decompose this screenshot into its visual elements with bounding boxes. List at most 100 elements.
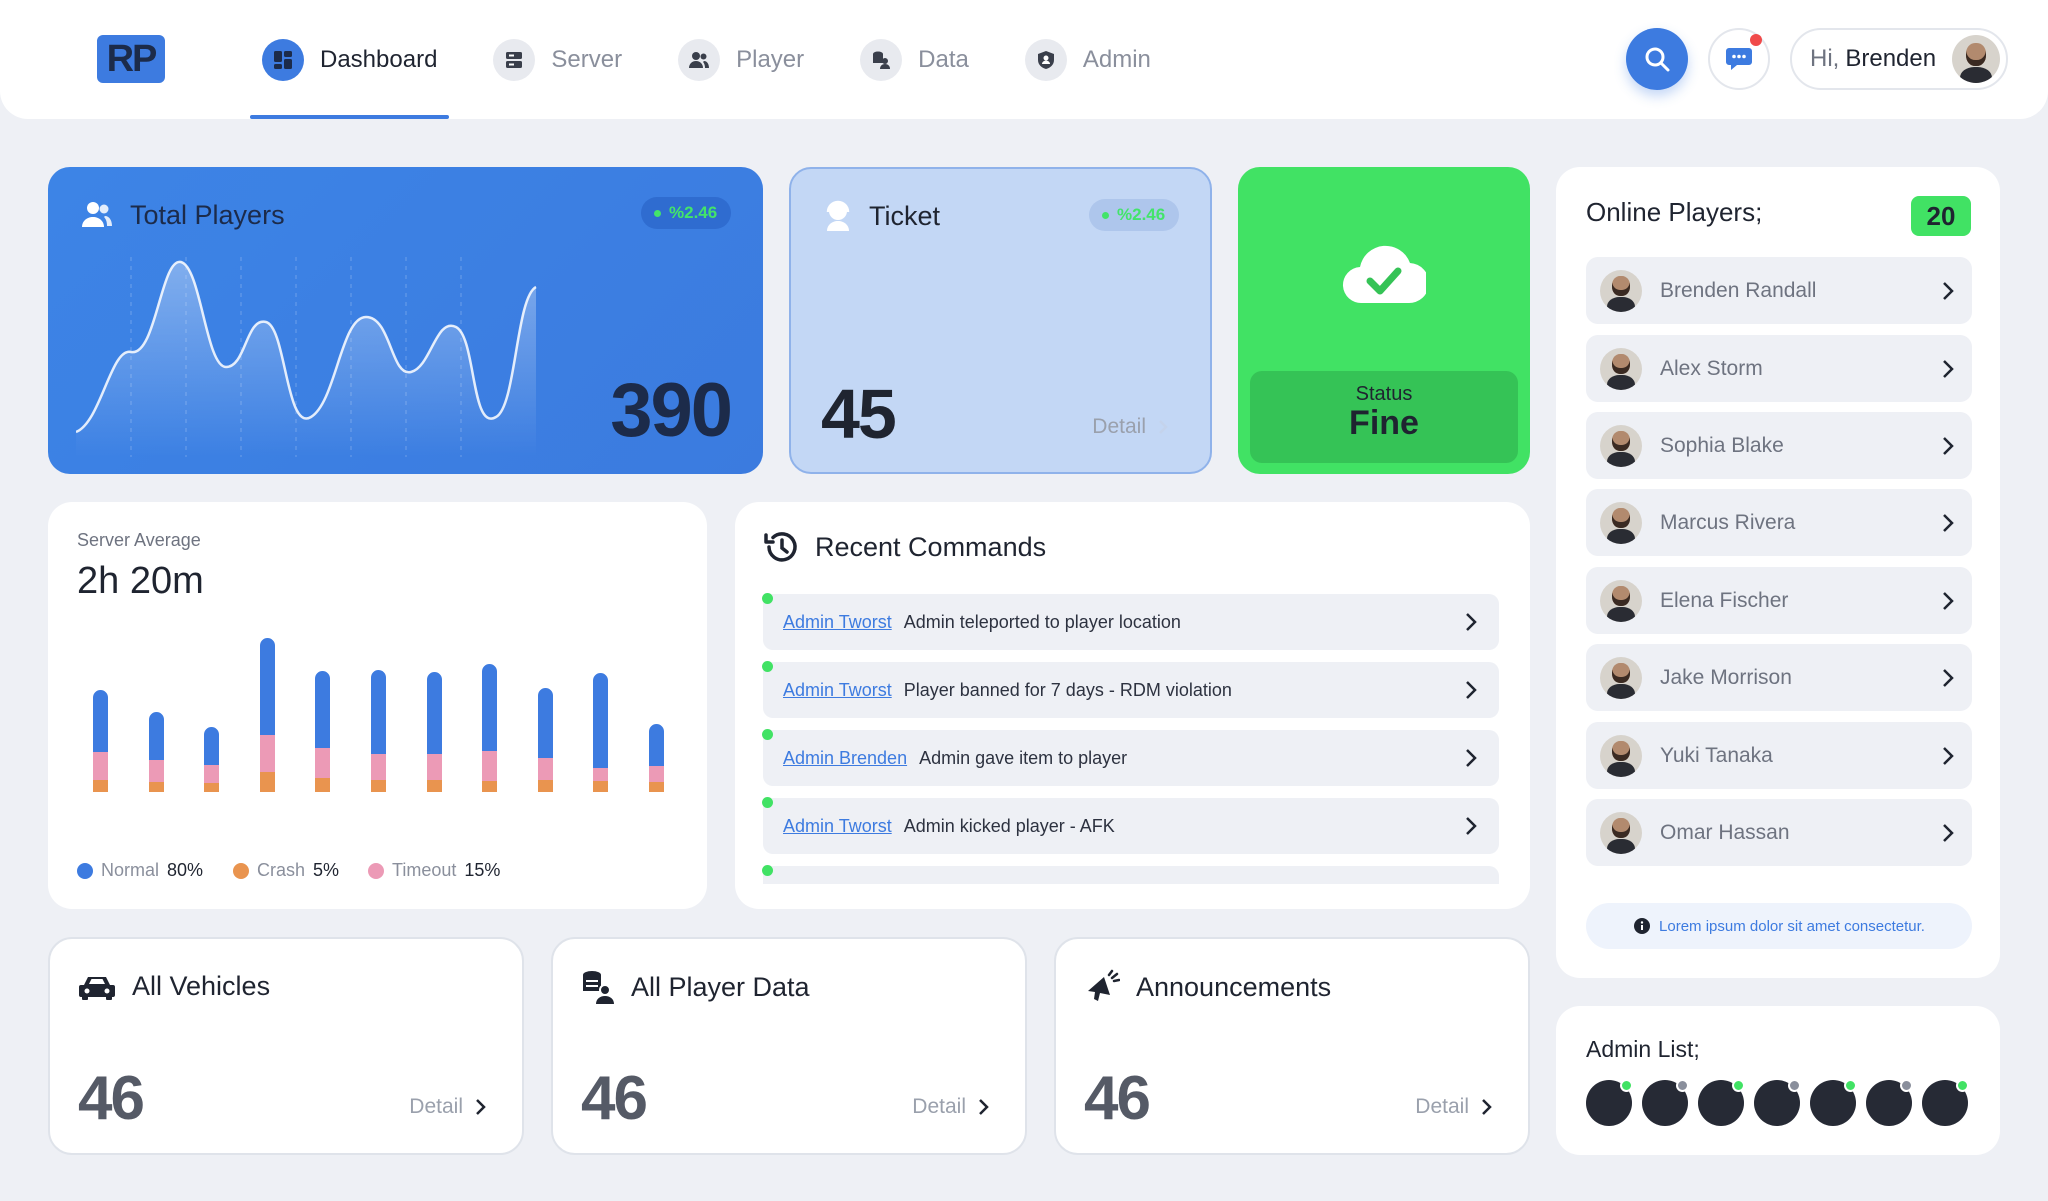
ticket-detail-link[interactable]: Detail — [1092, 415, 1168, 439]
admin-status-dot — [1620, 1079, 1633, 1092]
ticket-change: %2.46 — [1089, 199, 1180, 231]
chevron-right-icon — [1943, 437, 1954, 455]
nav-data[interactable]: Data — [848, 0, 981, 119]
chevron-right-icon — [1466, 681, 1477, 699]
chevron-right-icon — [1943, 669, 1954, 687]
chevron-right-icon — [1943, 592, 1954, 610]
nav-admin[interactable]: Admin — [1013, 0, 1163, 119]
command-text: Admin gave item to player — [919, 747, 1128, 768]
admin-avatar[interactable] — [1754, 1079, 1801, 1126]
ticket-title: Ticket — [823, 199, 940, 233]
admin-avatar[interactable] — [1810, 1079, 1857, 1126]
recent-commands-card: Recent Commands Admin Tworst Admin telep… — [735, 502, 1530, 909]
all-player-data-detail-link[interactable]: Detail — [912, 1095, 989, 1119]
app-logo[interactable]: RP — [97, 35, 165, 83]
command-admin-link[interactable]: Admin Tworst — [783, 611, 892, 632]
command-row[interactable]: Admin Tworst Admin teleported to player … — [762, 593, 1499, 650]
support-agent-icon — [823, 199, 853, 233]
bar-timeout-9 — [537, 758, 553, 780]
announcements-detail-link[interactable]: Detail — [1415, 1095, 1492, 1119]
status-value: Fine — [1349, 404, 1419, 442]
admin-list-card: Admin List; — [1556, 1006, 2000, 1155]
bar-timeout-1 — [93, 752, 108, 780]
announcements-card[interactable]: Announcements 46 Detail — [1054, 937, 1530, 1155]
online-player-row[interactable]: Jake Morrison — [1586, 644, 1972, 711]
admin-avatar[interactable] — [1922, 1079, 1969, 1126]
chevron-right-icon — [1943, 514, 1954, 532]
search-icon — [1645, 47, 1670, 72]
status-card: Status Fine — [1238, 167, 1530, 474]
legend-timeout-value: 15% — [464, 860, 501, 880]
online-players-note-text: Lorem ipsum dolor sit amet consectetur. — [1659, 917, 1925, 935]
admin-shield-icon — [1024, 38, 1067, 81]
server-average-bar-chart — [48, 502, 707, 909]
nav-dashboard-label: Dashboard — [320, 45, 438, 73]
bar-normal-5 — [315, 671, 331, 748]
online-player-row[interactable]: Omar Hassan — [1586, 799, 1972, 866]
command-admin-link[interactable]: Admin Tworst — [783, 815, 892, 836]
online-dot — [762, 865, 773, 876]
bar-timeout-6 — [371, 754, 386, 780]
ticket-card[interactable]: Ticket %2.46 45 Detail — [789, 167, 1212, 474]
ticket-detail-label: Detail — [1092, 415, 1146, 438]
player-icon — [678, 38, 721, 81]
bar-normal-2 — [148, 712, 164, 760]
all-player-data-card[interactable]: All Player Data 46 Detail — [551, 937, 1027, 1155]
legend-timeout-swatch — [368, 862, 384, 879]
all-vehicles-detail-link[interactable]: Detail — [409, 1095, 486, 1119]
online-player-row[interactable]: Brenden Randall — [1586, 257, 1972, 324]
nav-player[interactable]: Player — [666, 0, 816, 119]
player-name: Marcus Rivera — [1660, 510, 1796, 534]
chevron-right-icon — [1466, 817, 1477, 835]
admin-avatar[interactable] — [1866, 1079, 1913, 1126]
legend-crash-value: 5% — [313, 860, 340, 880]
command-text: Admin teleported to player location — [903, 611, 1181, 632]
announcements-title: Announcements — [1084, 969, 1331, 1005]
online-dot — [762, 797, 773, 808]
notification-dot — [1750, 34, 1762, 46]
command-row[interactable]: Admin Brenden Admin gave item to player — [762, 729, 1499, 786]
total-players-card[interactable]: Total Players %2.46 390 — [48, 167, 763, 474]
all-vehicles-card[interactable]: All Vehicles 46 Detail — [48, 937, 524, 1155]
messages-button[interactable] — [1708, 28, 1770, 90]
command-row-partial[interactable] — [762, 865, 1499, 884]
all-vehicles-label: All Vehicles — [132, 971, 271, 1001]
command-row[interactable]: Admin Tworst Player banned for 7 days - … — [762, 661, 1499, 718]
nav-server[interactable]: Server — [481, 0, 634, 119]
legend-crash: Crash 5% — [233, 860, 339, 881]
player-avatar — [1600, 347, 1642, 390]
user-menu[interactable]: Hi, Brenden — [1790, 28, 2008, 90]
legend-normal-value: 80% — [167, 860, 204, 880]
player-avatar — [1600, 269, 1642, 312]
online-player-row[interactable]: Elena Fischer — [1586, 567, 1972, 634]
online-player-row[interactable]: Sophia Blake — [1586, 412, 1972, 479]
online-player-row[interactable]: Yuki Tanaka — [1586, 722, 1972, 789]
admin-list-title: Admin List; — [1586, 1036, 1700, 1062]
legend-normal: Normal 80% — [77, 860, 203, 881]
search-button[interactable] — [1626, 28, 1688, 90]
bar-crash-6 — [371, 780, 386, 792]
chevron-right-icon — [1943, 824, 1954, 842]
admin-status-dot — [1956, 1079, 1969, 1092]
bar-normal-8 — [482, 664, 498, 751]
command-text: Admin kicked player - AFK — [903, 815, 1115, 836]
total-players-change: %2.46 — [641, 197, 732, 229]
nav-dashboard[interactable]: Dashboard — [250, 0, 450, 119]
all-player-data-title: All Player Data — [581, 969, 810, 1005]
data-icon — [860, 38, 903, 81]
player-name: Elena Fischer — [1660, 588, 1789, 612]
player-avatar — [1600, 811, 1642, 854]
command-admin-link[interactable]: Admin Tworst — [783, 679, 892, 700]
chat-icon — [1726, 48, 1752, 70]
command-row[interactable]: Admin Tworst Admin kicked player - AFK — [762, 797, 1499, 854]
admin-avatar[interactable] — [1698, 1079, 1745, 1126]
admin-avatar[interactable] — [1586, 1079, 1633, 1126]
online-player-row[interactable]: Alex Storm — [1586, 335, 1972, 402]
car-icon — [78, 973, 116, 1001]
online-player-row[interactable]: Marcus Rivera — [1586, 489, 1972, 556]
bar-timeout-8 — [482, 751, 498, 781]
command-admin-link[interactable]: Admin Brenden — [783, 747, 908, 768]
top-bar: RP Dashboard Server Player Data — [0, 0, 2048, 119]
admin-avatar[interactable] — [1642, 1079, 1689, 1126]
bar-crash-10 — [593, 781, 609, 792]
